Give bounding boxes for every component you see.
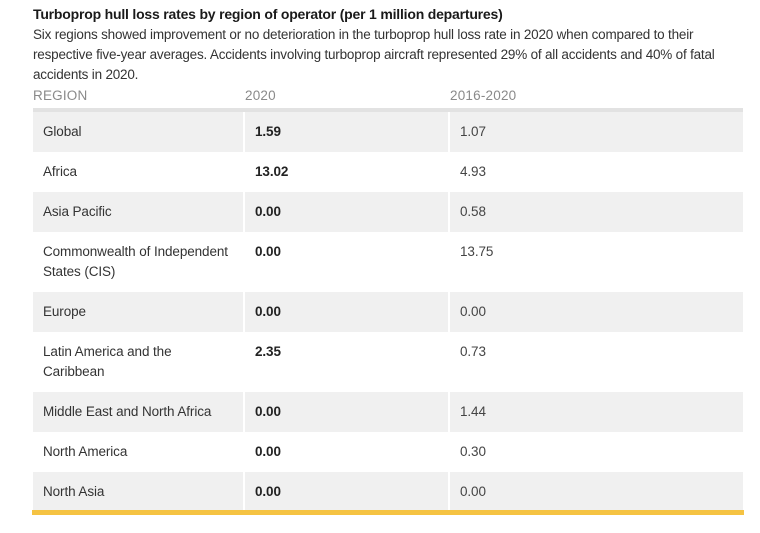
rate-2016-2020-cell: 1.07: [460, 124, 486, 139]
region-cell: Middle East and North Africa: [33, 392, 245, 432]
table-row: Global 1.59 1.07: [33, 112, 743, 152]
region-cell: North America: [33, 432, 245, 472]
region-cell: Commonwealth of Independent States (CIS): [33, 232, 245, 292]
column-header-2016-2020: 2016-2020: [450, 88, 517, 103]
rate-2016-2020-cell: 0.58: [460, 204, 486, 219]
region-cell: Asia Pacific: [33, 192, 245, 232]
table-title: Turboprop hull loss rates by region of o…: [33, 6, 503, 22]
rate-2016-2020-cell: 0.00: [460, 484, 486, 499]
column-header-region: REGION: [33, 88, 88, 103]
region-cell: Global: [33, 112, 245, 152]
rate-2020-cell: 0.00: [245, 392, 450, 432]
column-header-2020: 2020: [245, 88, 276, 103]
region-cell: Africa: [33, 152, 245, 192]
hull-loss-table: Global 1.59 1.07 Africa 13.02 4.93 Asia …: [33, 108, 743, 512]
table-row: Africa 13.02 4.93: [33, 152, 743, 192]
rate-2016-2020-cell: 13.75: [460, 244, 494, 259]
table-row: North America 0.00 0.30: [33, 432, 743, 472]
rate-2020-cell: 0.00: [245, 232, 450, 292]
rate-2020-cell: 0.00: [245, 472, 450, 512]
table-footer-accent-bar: [32, 510, 744, 515]
rate-2020-cell: 0.00: [245, 292, 450, 332]
table-row: Europe 0.00 0.00: [33, 292, 743, 332]
rate-2016-2020-cell: 0.00: [460, 304, 486, 319]
table-row: Commonwealth of Independent States (CIS)…: [33, 232, 743, 292]
rate-2020-cell: 1.59: [245, 112, 450, 152]
rate-2020-cell: 0.00: [245, 192, 450, 232]
table-description: Six regions showed improvement or no det…: [33, 27, 715, 82]
rate-2020-cell: 13.02: [245, 152, 450, 192]
rate-2016-2020-cell: 0.73: [460, 344, 486, 359]
rate-2016-2020-cell: 4.93: [460, 164, 486, 179]
table-row: Middle East and North Africa 0.00 1.44: [33, 392, 743, 432]
rate-2020-cell: 2.35: [245, 332, 450, 392]
table-row: Asia Pacific 0.00 0.58: [33, 192, 743, 232]
rate-2020-cell: 0.00: [245, 432, 450, 472]
table-row: Latin America and the Caribbean 2.35 0.7…: [33, 332, 743, 392]
region-cell: Europe: [33, 292, 245, 332]
rate-2016-2020-cell: 0.30: [460, 444, 486, 459]
rate-2016-2020-cell: 1.44: [460, 404, 486, 419]
region-cell: North Asia: [33, 472, 245, 512]
table-row: North Asia 0.00 0.00: [33, 472, 743, 512]
region-cell: Latin America and the Caribbean: [33, 332, 245, 392]
